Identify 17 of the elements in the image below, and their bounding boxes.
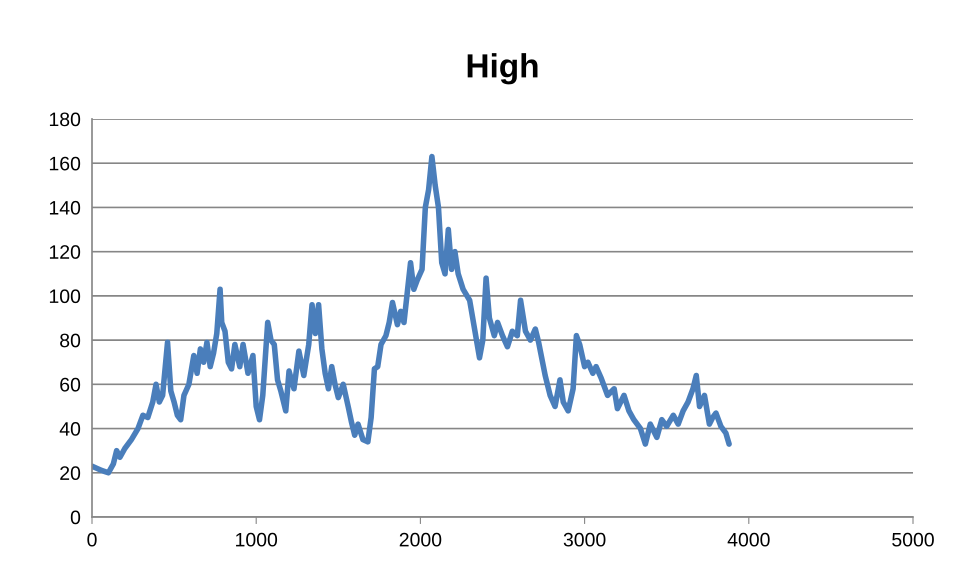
- x-tick-label: 4000: [728, 532, 770, 547]
- x-tick-label: 5000: [892, 532, 934, 547]
- y-tick-label: 100: [50, 289, 80, 304]
- x-tick-label: 0: [87, 532, 97, 547]
- y-tick-label: 120: [50, 245, 80, 259]
- y-tick-label: 140: [50, 200, 80, 215]
- x-tick-label: 1000: [236, 532, 278, 547]
- y-tick-label: 60: [60, 378, 80, 392]
- x-tick-label: 3000: [564, 532, 606, 547]
- y-tick-label: 0: [70, 510, 80, 524]
- x-tick-label: 2000: [400, 532, 442, 547]
- y-tick-label: 180: [50, 112, 80, 126]
- y-tick-label: 80: [60, 334, 80, 348]
- y-tick-label: 40: [60, 422, 80, 436]
- y-tick-label: 160: [50, 156, 80, 170]
- chart-title: High: [468, 53, 538, 84]
- y-tick-label: 20: [60, 466, 80, 480]
